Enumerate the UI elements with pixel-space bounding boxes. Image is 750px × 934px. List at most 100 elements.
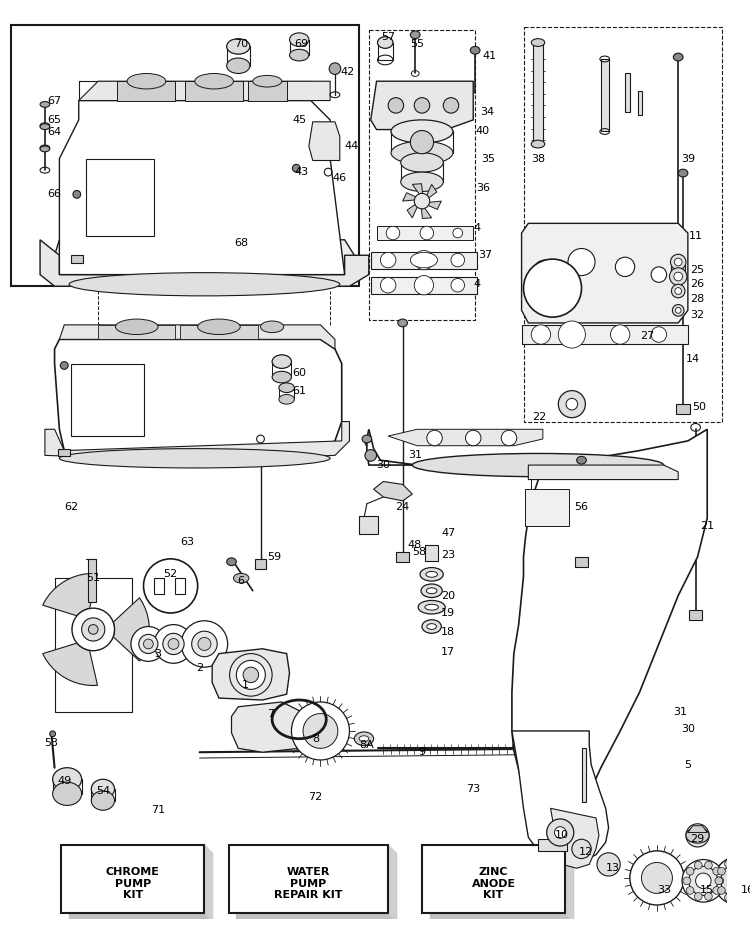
Circle shape <box>615 257 634 276</box>
Text: ZINC
ANODE
KIT: ZINC ANODE KIT <box>472 867 515 900</box>
Ellipse shape <box>226 558 236 566</box>
Ellipse shape <box>40 146 50 152</box>
Circle shape <box>380 277 396 293</box>
Circle shape <box>466 431 481 446</box>
Circle shape <box>427 431 442 446</box>
Bar <box>248 81 286 101</box>
Text: 66: 66 <box>47 190 62 199</box>
Bar <box>229 845 388 913</box>
Text: 65: 65 <box>47 115 62 125</box>
Bar <box>86 159 154 236</box>
Text: 61: 61 <box>292 386 306 396</box>
Ellipse shape <box>290 50 309 61</box>
Ellipse shape <box>410 31 420 38</box>
Polygon shape <box>113 598 149 661</box>
Circle shape <box>744 860 750 868</box>
Polygon shape <box>232 702 306 752</box>
Polygon shape <box>422 205 432 219</box>
Bar <box>377 43 393 60</box>
Circle shape <box>414 276 434 295</box>
Ellipse shape <box>470 47 480 54</box>
Circle shape <box>694 861 702 869</box>
Bar <box>422 845 565 913</box>
Ellipse shape <box>253 76 282 87</box>
Ellipse shape <box>422 620 441 633</box>
Polygon shape <box>59 101 345 275</box>
Text: 31: 31 <box>408 450 422 460</box>
Circle shape <box>453 228 463 238</box>
Text: 51: 51 <box>86 573 100 583</box>
Ellipse shape <box>198 319 240 334</box>
Text: 44: 44 <box>344 141 358 151</box>
Circle shape <box>704 893 712 900</box>
Text: 47: 47 <box>441 528 455 538</box>
Circle shape <box>675 288 682 294</box>
Bar <box>625 74 630 112</box>
Text: 67: 67 <box>47 95 62 106</box>
Text: 64: 64 <box>47 127 62 137</box>
Circle shape <box>670 268 687 285</box>
Polygon shape <box>40 240 369 286</box>
Circle shape <box>721 863 750 899</box>
Polygon shape <box>512 731 608 861</box>
Circle shape <box>674 258 682 266</box>
Bar <box>272 361 292 377</box>
Circle shape <box>630 851 684 905</box>
Text: 21: 21 <box>700 521 714 531</box>
Circle shape <box>414 193 430 209</box>
Circle shape <box>568 248 595 276</box>
Ellipse shape <box>40 124 50 130</box>
Ellipse shape <box>50 731 55 737</box>
Text: 4: 4 <box>473 223 481 234</box>
Circle shape <box>686 886 694 895</box>
Bar <box>359 517 379 533</box>
Text: 54: 54 <box>96 785 110 796</box>
Polygon shape <box>521 325 688 345</box>
Polygon shape <box>688 826 707 832</box>
Circle shape <box>734 897 742 904</box>
Bar <box>88 559 96 602</box>
Polygon shape <box>413 184 423 196</box>
Text: 28: 28 <box>691 294 705 304</box>
Bar <box>279 388 294 400</box>
Bar <box>226 47 250 65</box>
Text: CHROME
PUMP
KIT: CHROME PUMP KIT <box>106 867 160 900</box>
Ellipse shape <box>69 273 340 296</box>
Polygon shape <box>430 853 573 921</box>
Ellipse shape <box>260 321 284 333</box>
Ellipse shape <box>678 169 688 177</box>
Bar <box>71 255 82 263</box>
Text: 15: 15 <box>700 885 714 896</box>
Ellipse shape <box>354 732 374 745</box>
Bar <box>154 578 164 594</box>
Circle shape <box>154 625 193 663</box>
Circle shape <box>451 253 464 267</box>
Bar <box>92 789 115 800</box>
Circle shape <box>686 868 694 875</box>
Ellipse shape <box>60 361 68 369</box>
Text: 43: 43 <box>294 167 308 177</box>
Polygon shape <box>205 845 212 921</box>
Bar <box>574 557 588 567</box>
Polygon shape <box>43 573 98 616</box>
Ellipse shape <box>195 74 233 89</box>
Ellipse shape <box>425 604 439 610</box>
Circle shape <box>386 226 400 240</box>
Text: 40: 40 <box>476 126 490 136</box>
Text: 63: 63 <box>180 537 194 547</box>
Text: 14: 14 <box>686 354 700 363</box>
Polygon shape <box>45 421 350 460</box>
Bar <box>11 25 359 286</box>
Bar <box>58 448 70 457</box>
Bar <box>400 163 443 182</box>
Bar <box>538 840 567 851</box>
Text: 27: 27 <box>640 332 655 342</box>
Circle shape <box>724 894 732 901</box>
Circle shape <box>670 254 686 270</box>
Text: 56: 56 <box>574 502 589 512</box>
Circle shape <box>365 449 376 461</box>
Polygon shape <box>528 465 678 479</box>
Text: 68: 68 <box>234 237 248 248</box>
Text: 69: 69 <box>294 39 308 50</box>
Bar <box>671 265 685 275</box>
